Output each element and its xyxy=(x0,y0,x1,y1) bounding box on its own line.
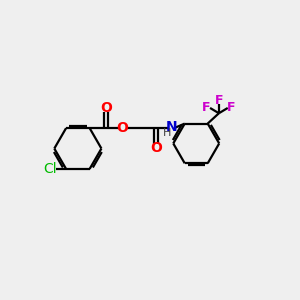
Text: Cl: Cl xyxy=(44,162,57,176)
Text: N: N xyxy=(165,120,177,134)
Text: F: F xyxy=(227,101,236,114)
Text: O: O xyxy=(116,121,128,135)
Text: O: O xyxy=(100,101,112,116)
Text: H: H xyxy=(163,128,171,138)
Text: F: F xyxy=(202,101,211,114)
Text: O: O xyxy=(150,141,162,155)
Text: F: F xyxy=(215,94,223,107)
